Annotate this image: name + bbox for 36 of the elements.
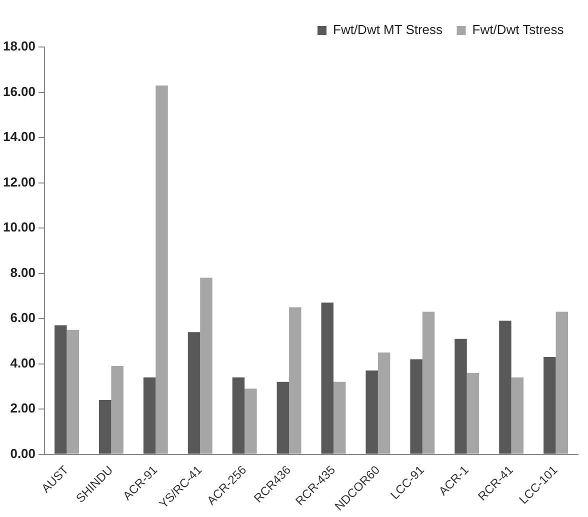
bar [544,356,556,454]
y-tick-label: 2.00 [10,400,36,416]
legend-label: Fwt/Dwt MT Stress [333,22,444,38]
y-tick-label: 18.00 [2,38,36,54]
bar [511,377,524,454]
bar [321,302,334,454]
bar [289,307,302,454]
bar [378,352,390,454]
bar [143,377,156,454]
bar [156,85,168,454]
bar [454,338,467,454]
bar [410,359,422,454]
bar [556,312,568,454]
bar [333,382,346,454]
y-tick-label: 16.00 [2,84,36,99]
bar [66,330,79,454]
bar [466,372,480,454]
bar [244,388,257,454]
y-tick-label: 6.00 [10,310,36,326]
y-tick-label: 12.00 [2,174,36,190]
bar [200,278,212,454]
bar [232,377,245,454]
y-tick-label: 0.00 [10,446,36,461]
y-tick-label: 8.00 [10,264,36,280]
bar [98,400,112,454]
bar [54,325,67,454]
bar [276,382,290,454]
bar [499,320,512,454]
y-tick-label: 10.00 [2,220,36,235]
y-tick-label: 4.00 [10,355,36,370]
bar [188,332,200,454]
y-tick-label: 14.00 [2,129,36,144]
bar [422,312,435,454]
bar [366,370,378,454]
legend-label: Fwt/Dwt Tstress [472,22,564,38]
bar [111,366,124,454]
